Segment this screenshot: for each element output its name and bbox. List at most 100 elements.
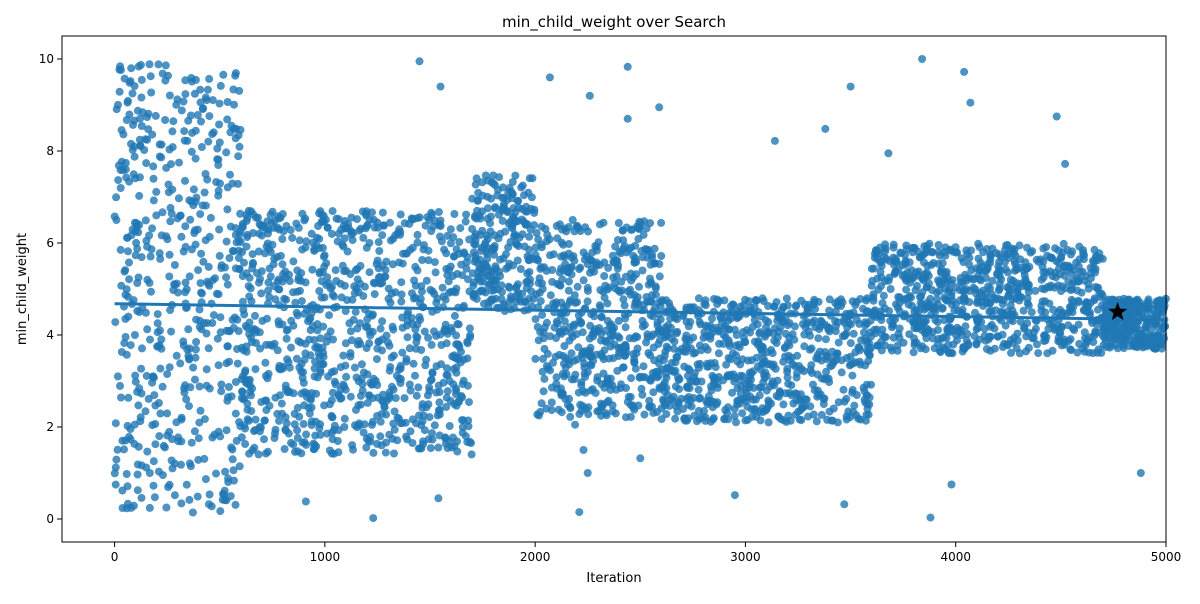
data-point bbox=[867, 281, 876, 290]
data-point bbox=[385, 366, 394, 375]
data-point bbox=[254, 450, 263, 459]
data-point bbox=[591, 260, 600, 269]
data-point bbox=[671, 382, 680, 391]
data-point bbox=[632, 349, 641, 358]
data-point bbox=[154, 342, 163, 351]
data-point bbox=[348, 236, 357, 245]
data-point bbox=[798, 320, 807, 328]
data-point bbox=[233, 359, 242, 368]
data-point bbox=[1158, 324, 1167, 333]
data-point bbox=[855, 343, 864, 352]
data-point bbox=[589, 356, 598, 365]
data-point bbox=[168, 143, 177, 152]
data-point bbox=[505, 184, 514, 192]
data-point bbox=[151, 111, 160, 120]
data-point bbox=[962, 285, 970, 294]
data-point bbox=[270, 217, 279, 226]
data-point bbox=[222, 148, 231, 157]
data-point bbox=[227, 121, 236, 130]
data-point bbox=[137, 122, 146, 130]
data-point bbox=[458, 428, 467, 437]
data-point bbox=[330, 421, 339, 430]
data-point bbox=[349, 228, 358, 237]
data-point bbox=[426, 285, 435, 294]
data-point bbox=[732, 351, 741, 360]
data-point bbox=[240, 421, 249, 430]
data-point bbox=[484, 281, 493, 290]
data-point bbox=[133, 306, 142, 315]
data-point bbox=[817, 410, 826, 419]
data-point bbox=[988, 276, 997, 285]
data-point-outlier bbox=[301, 497, 310, 506]
data-point bbox=[212, 469, 220, 478]
data-point bbox=[639, 362, 648, 371]
data-point bbox=[278, 235, 287, 243]
data-point bbox=[527, 193, 536, 202]
data-point bbox=[1015, 349, 1024, 358]
data-point bbox=[889, 243, 898, 252]
data-point bbox=[215, 120, 224, 129]
data-point-outlier bbox=[821, 124, 830, 133]
data-point bbox=[631, 299, 640, 308]
data-point bbox=[695, 394, 704, 403]
data-point bbox=[1145, 341, 1154, 350]
data-point bbox=[290, 420, 299, 429]
data-point bbox=[1067, 301, 1076, 310]
data-point bbox=[478, 191, 487, 200]
data-point bbox=[552, 379, 561, 388]
data-point bbox=[453, 447, 462, 456]
data-point bbox=[965, 298, 974, 307]
data-point bbox=[133, 279, 142, 287]
data-point bbox=[131, 371, 140, 380]
data-point bbox=[165, 250, 174, 259]
data-point bbox=[874, 285, 883, 294]
data-point bbox=[640, 300, 648, 309]
data-point bbox=[282, 295, 291, 304]
data-point-outlier bbox=[947, 480, 956, 489]
data-point bbox=[694, 385, 703, 394]
data-point bbox=[426, 444, 435, 453]
data-point bbox=[719, 331, 728, 339]
data-point bbox=[928, 286, 937, 294]
data-point bbox=[856, 295, 865, 303]
data-point bbox=[291, 298, 300, 307]
data-point bbox=[145, 278, 154, 287]
data-point bbox=[555, 350, 564, 359]
data-point bbox=[592, 350, 601, 359]
data-point bbox=[261, 358, 270, 367]
data-point bbox=[1138, 343, 1147, 352]
data-point bbox=[450, 400, 459, 409]
data-point bbox=[581, 223, 590, 232]
data-point bbox=[234, 179, 242, 188]
data-point bbox=[206, 213, 215, 222]
data-point-outlier bbox=[764, 418, 773, 427]
data-point bbox=[225, 357, 234, 366]
data-point bbox=[215, 251, 224, 260]
data-point bbox=[204, 137, 213, 146]
data-point bbox=[684, 364, 693, 373]
data-point bbox=[923, 261, 932, 270]
data-point bbox=[649, 388, 658, 397]
data-point bbox=[379, 390, 387, 399]
data-point bbox=[831, 317, 840, 325]
data-point bbox=[949, 247, 958, 256]
data-point bbox=[476, 231, 485, 239]
data-point bbox=[223, 280, 232, 289]
data-point bbox=[533, 323, 542, 331]
data-point bbox=[934, 241, 943, 249]
data-point bbox=[236, 125, 245, 134]
data-point bbox=[590, 312, 599, 321]
data-point bbox=[575, 265, 584, 274]
data-point bbox=[525, 232, 534, 241]
data-point bbox=[879, 291, 888, 300]
data-point bbox=[251, 311, 259, 320]
data-point bbox=[176, 359, 185, 368]
data-point bbox=[557, 252, 565, 261]
data-point bbox=[950, 306, 959, 315]
data-point bbox=[466, 333, 474, 342]
data-point bbox=[339, 221, 348, 230]
data-point bbox=[227, 443, 236, 452]
data-point bbox=[281, 381, 290, 390]
data-point bbox=[1083, 301, 1092, 310]
data-point bbox=[991, 306, 1000, 315]
